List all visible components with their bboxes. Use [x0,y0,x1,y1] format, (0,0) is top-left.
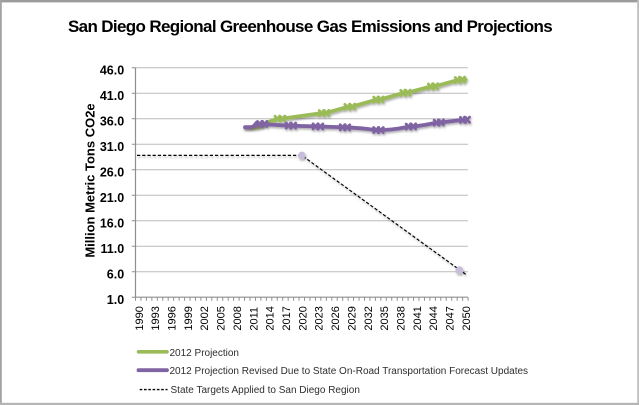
svg-text:2038: 2038 [396,306,408,330]
svg-text:2012 Projection: 2012 Projection [170,348,240,359]
svg-text:2026: 2026 [330,306,342,330]
svg-text:2008: 2008 [232,306,244,330]
svg-text:2014: 2014 [265,306,277,330]
svg-text:2011: 2011 [248,307,260,331]
svg-text:2044: 2044 [428,306,440,330]
svg-text:26.0: 26.0 [100,166,124,180]
svg-text:16.0: 16.0 [100,217,124,231]
svg-text:2020: 2020 [297,306,309,330]
svg-text:2023: 2023 [314,306,326,330]
svg-text:2032: 2032 [363,306,375,330]
svg-text:2005: 2005 [216,306,228,330]
svg-text:San Diego Regional Greenhouse: San Diego Regional Greenhouse Gas Emissi… [68,17,552,36]
svg-text:Million Metric Tons CO2e: Million Metric Tons CO2e [83,103,98,257]
svg-text:2002: 2002 [199,306,211,330]
svg-text:36.0: 36.0 [100,115,124,129]
svg-text:21.0: 21.0 [100,191,124,205]
svg-text:41.0: 41.0 [100,89,124,103]
svg-text:6.0: 6.0 [107,268,124,282]
svg-text:2035: 2035 [379,306,391,330]
svg-text:2041: 2041 [412,306,424,330]
svg-text:State Targets Applied to San D: State Targets Applied to San Diego Regio… [171,385,360,396]
svg-text:1993: 1993 [150,306,162,330]
svg-text:1996: 1996 [167,306,179,330]
svg-text:2047: 2047 [445,306,457,330]
svg-text:1990: 1990 [134,306,146,330]
svg-text:46.0: 46.0 [100,64,124,78]
svg-text:11.0: 11.0 [101,242,125,256]
svg-text:2050: 2050 [461,306,473,330]
svg-text:1.0: 1.0 [107,293,124,307]
svg-text:2029: 2029 [346,306,358,330]
svg-text:2012 Projection Revised Due to: 2012 Projection Revised Due to State On-… [170,366,529,377]
svg-text:1999: 1999 [183,306,195,330]
svg-text:2017: 2017 [281,306,293,330]
svg-text:31.0: 31.0 [100,140,124,154]
